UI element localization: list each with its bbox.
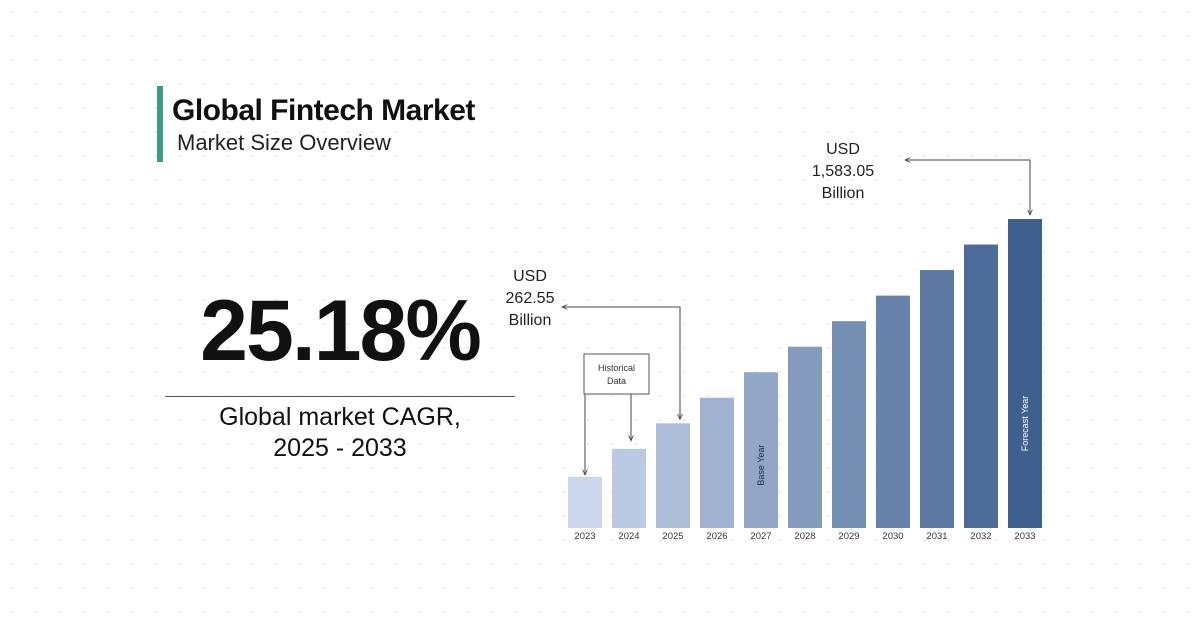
bar-2023 [568,476,602,528]
bar-2032 [964,244,998,529]
value-2025-label-line3: Billion [509,312,552,329]
x-tick-label-2030: 2030 [882,531,903,542]
value-2033-label-line3: Billion [822,185,865,202]
x-tick-label-2032: 2032 [970,531,991,542]
chart-x-ticks: 2023 2024 2025 2026 2027 2028 2029 2030 2031 2032… [574,531,1035,542]
page-title: Global Fintech Market [172,94,475,127]
page-subtitle: Market Size Overview [177,130,391,155]
x-tick-label-2033: 2033 [1014,531,1035,542]
x-tick-label-2029: 2029 [838,531,859,542]
cagr-value: 25.18% [200,283,482,379]
bar-2030 [876,295,910,528]
bar-2026 [700,397,734,528]
cagr-caption: Global market CAGR, 2025 - 2033 [160,402,520,464]
x-tick-label-2025: 2025 [662,531,683,542]
title-accent-bar [157,86,163,162]
historical-data-label: Historical [598,363,635,373]
bar-label-2027: Base Year [756,445,766,486]
cagr-divider [165,396,515,397]
bar-2025 [656,423,690,528]
bar-2028 [788,346,822,528]
x-tick-label-2024: 2024 [618,531,639,542]
x-tick-label-2026: 2026 [706,531,727,542]
value-2025-arrow [562,307,680,419]
value-2033-arrow [905,160,1030,215]
chart-bars: Base Year Forecast Year [568,219,1042,529]
historical-data-label: Data [607,376,626,386]
x-tick-label-2027: 2027 [750,531,771,542]
bar-2024 [612,448,646,528]
value-2033-label-line2: 1,583.05 [812,163,874,180]
bar-label-2033: Forecast Year [1020,396,1030,452]
bar-2031 [920,270,954,528]
bar-2027 [744,372,778,528]
value-2025-label-line2: 262.55 [506,290,555,307]
value-2025-label-line1: USD [513,268,547,285]
historical-data-box [583,353,650,395]
value-2033-label-line1: USD [826,141,860,158]
bar-2029 [832,321,866,528]
chart-annotations: Historical Data USD 262.55 Billion USD 1,583.0… [506,141,1030,475]
x-tick-label-2031: 2031 [926,531,947,542]
x-tick-label-2028: 2028 [794,531,815,542]
cagr-caption-line2: 2025 - 2033 [273,434,407,462]
cagr-caption-line1: Global market CAGR, [219,403,461,431]
x-tick-label-2023: 2023 [574,531,595,542]
bar-2033 [1008,219,1042,528]
